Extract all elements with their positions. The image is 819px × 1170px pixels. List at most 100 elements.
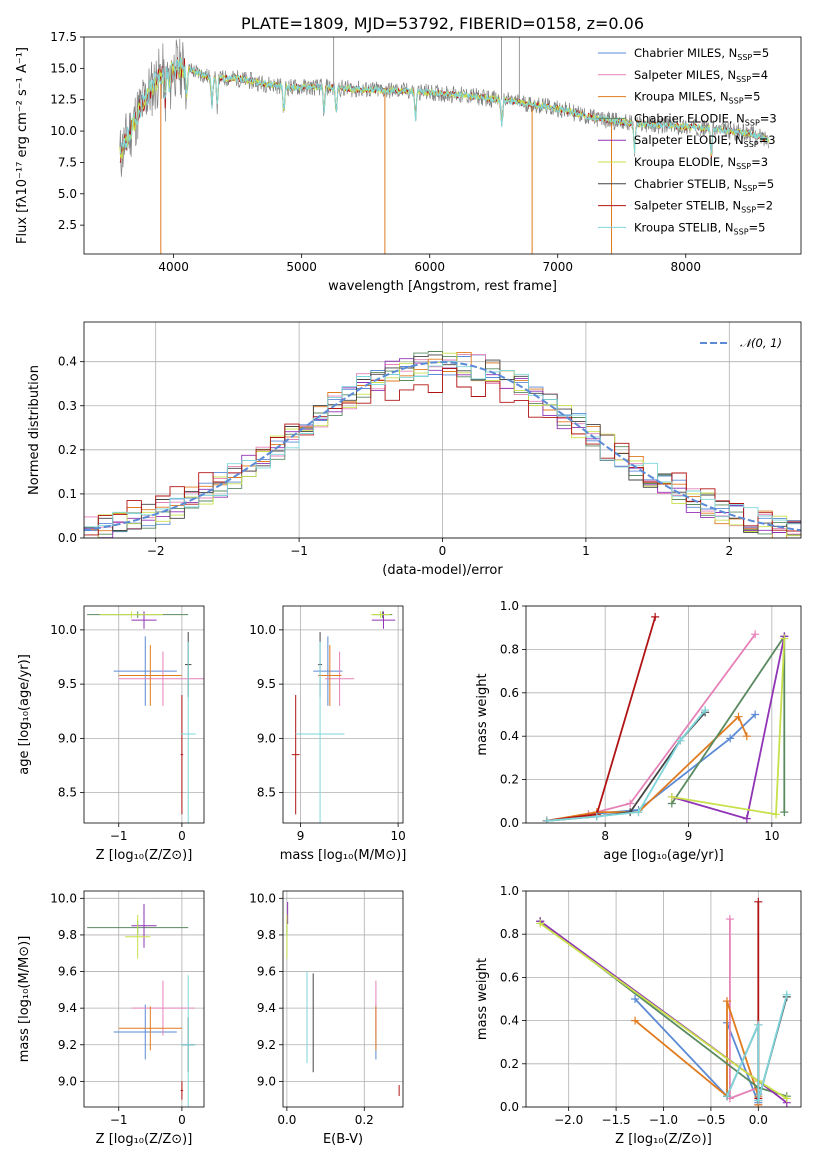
weight-marker-chabrier_miles xyxy=(726,734,735,743)
legend-entry-kroupa_stelib: Kroupa STELIB, NSSP=5 xyxy=(634,220,765,236)
x-axis-label: (data-model)/error xyxy=(382,563,503,578)
y-tick-label: 9.6 xyxy=(58,965,77,979)
x-tick-label: 9 xyxy=(685,829,693,843)
x-tick-label: −1 xyxy=(290,544,308,558)
legend-subscript: SSP xyxy=(736,162,751,171)
y-tick-label: 0.4 xyxy=(500,729,519,743)
y-tick-label: 9.0 xyxy=(257,731,276,745)
x-tick-label: −0.5 xyxy=(696,1113,725,1127)
weight-line-chabrier_miles xyxy=(634,998,760,1104)
y-tick-label: 9.0 xyxy=(257,1074,276,1088)
legend-subscript: SSP xyxy=(729,97,744,106)
legend-suffix: =2 xyxy=(756,199,773,213)
x-tick-label: 10 xyxy=(390,829,405,843)
x-tick-label: 0.2 xyxy=(355,1113,374,1127)
y-tick-label: 9.0 xyxy=(58,1074,77,1088)
legend-suffix: =5 xyxy=(749,220,766,234)
plot-area xyxy=(291,611,396,823)
normal-curve-line xyxy=(84,361,801,532)
weight-marker-kroupa_miles xyxy=(631,1016,640,1025)
weight-marker-kroupa_stelib xyxy=(754,1096,763,1105)
x-tick-label: 5000 xyxy=(286,260,317,274)
legend-label: Kroupa STELIB, N xyxy=(634,220,734,234)
axes-frame xyxy=(282,890,404,1108)
y-tick-label: 9.8 xyxy=(58,928,77,942)
plot-area xyxy=(84,351,801,538)
legend-subscript: SSP xyxy=(742,184,757,193)
y-tick-label: 10.0 xyxy=(50,891,77,905)
panel-residuals: −2 −1 0 1 2 0.0 0.1 0.2 0.3 0.4 (data-model)/error… xyxy=(27,321,802,578)
legend-entry-chabrier_stelib: Chabrier STELIB, NSSP=5 xyxy=(634,177,774,193)
y-tick-label: 9.4 xyxy=(257,1001,276,1015)
legend-suffix: =3 xyxy=(759,133,776,147)
x-tick-label: −2 xyxy=(147,544,165,558)
legend-label: Kroupa ELODIE, N xyxy=(634,155,736,169)
x-tick-label: −1 xyxy=(110,1113,128,1127)
y-tick-label: 0.4 xyxy=(500,1014,519,1028)
y-tick-label: 0.8 xyxy=(500,642,519,656)
y-tick-label: 0.0 xyxy=(500,816,519,830)
plot-area xyxy=(542,612,789,823)
y-tick-label: 8.5 xyxy=(257,786,276,800)
y-axis-label: Normed distribution xyxy=(27,365,42,495)
y-axis-label: Flux [fλ10⁻¹⁷ erg cm⁻² s⁻¹ A⁻¹] xyxy=(15,47,30,244)
y-tick-label: 10.0 xyxy=(50,124,77,138)
x-tick-label: −1 xyxy=(110,829,128,843)
weight-marker-kroupa_stelib xyxy=(634,808,643,817)
plot-area xyxy=(87,903,196,1107)
gridlines xyxy=(283,891,403,1107)
y-tick-label: 2.5 xyxy=(58,218,77,232)
legend-entry-chabrier_elodie: Chabrier ELODIE, NSSP=3 xyxy=(634,111,777,127)
weight-marker-kroupa_elodie xyxy=(667,792,676,801)
x-axis-label: Z [log₁₀(Z/Z⊙)] xyxy=(615,1132,712,1147)
weight-marker-kroupa_stelib xyxy=(542,816,551,823)
weight-marker-salpeter_stelib xyxy=(754,897,763,906)
weight-marker-kroupa_stelib xyxy=(723,1092,732,1101)
legend-label: Chabrier ELODIE, N xyxy=(634,111,745,125)
weight-line-kroupa_stelib xyxy=(726,994,788,1101)
plot-area xyxy=(119,37,770,254)
weight-marker-kroupa_elodie xyxy=(780,634,789,643)
legend-subscript: SSP xyxy=(744,140,759,149)
y-tick-label: 9.8 xyxy=(257,928,276,942)
y-tick-label: 0.6 xyxy=(500,686,519,700)
legend-suffix: =5 xyxy=(757,177,774,191)
legend-suffix: =4 xyxy=(751,68,768,82)
weight-marker-kroupa_miles xyxy=(742,732,751,741)
legend-entry-salpeter_elodie: Salpeter ELODIE, NSSP=3 xyxy=(634,133,776,149)
weight-marker-chabrier_miles xyxy=(751,710,760,719)
weight-marker-chabrier_miles xyxy=(631,995,640,1003)
axes-frame xyxy=(525,605,802,824)
x-tick-label: 1 xyxy=(582,544,590,558)
y-tick-label: 9.4 xyxy=(58,1001,77,1015)
y-tick-label: 10.0 xyxy=(249,623,276,637)
x-tick-label: 7000 xyxy=(542,260,573,274)
x-tick-label: 0.0 xyxy=(277,1113,296,1127)
weight-marker-kroupa_stelib xyxy=(782,990,791,999)
weight-marker-kroupa_elodie xyxy=(772,810,780,819)
x-tick-label: 9 xyxy=(297,829,305,843)
panel-weight_vs_z: −2.0 −1.5 −1.0 −0.5 0.0 0.0 0.2 0.4 0.6 0.8 1.0 Z [… xyxy=(475,884,802,1147)
weight-marker-kroupa_miles xyxy=(723,997,732,1006)
weight-marker-salpeter_miles xyxy=(751,630,760,639)
x-tick-label: 0 xyxy=(178,1113,186,1127)
plot-area xyxy=(87,611,204,823)
panel-weight_vs_age: 8 9 10 0.0 0.2 0.4 0.6 0.8 1.0 age [log₁₀(age/yr)… xyxy=(475,599,802,863)
x-tick-label: 0 xyxy=(439,544,447,558)
weight-marker-kroupa_elodie xyxy=(782,1094,791,1103)
weight-marker-salpeter_miles xyxy=(725,915,734,924)
y-axis-label: mass weight xyxy=(475,958,490,1040)
legend-entry-kroupa_elodie: Kroupa ELODIE, NSSP=3 xyxy=(634,155,768,171)
y-axis-label: mass weight xyxy=(475,673,490,755)
y-tick-label: 9.0 xyxy=(58,731,77,745)
axes-frame xyxy=(525,890,802,1108)
histogram-salpeter_stelib xyxy=(84,368,801,538)
legend-label: Chabrier MILES, N xyxy=(634,46,737,60)
legend-subscript: SSP xyxy=(745,118,760,127)
gridlines xyxy=(283,606,403,823)
legend-label: Chabrier STELIB, N xyxy=(634,177,742,191)
y-tick-label: 0.8 xyxy=(500,927,519,941)
x-tick-label: 8 xyxy=(601,829,609,843)
y-tick-label: 12.5 xyxy=(50,93,77,107)
